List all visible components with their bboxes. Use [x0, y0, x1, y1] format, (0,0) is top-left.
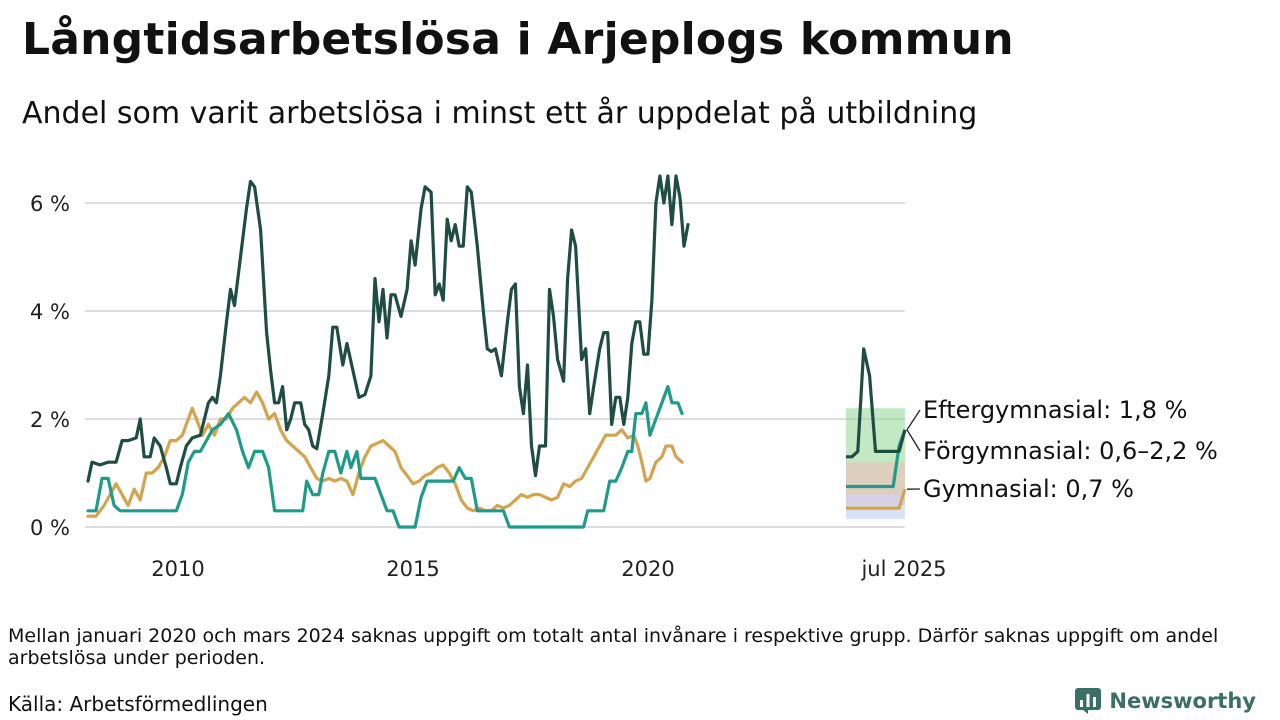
label-leader-eftergymnasial [906, 409, 921, 431]
series-lines [86, 174, 690, 529]
inset-line-forgymnasial [846, 429, 907, 489]
gridlines [85, 202, 905, 528]
inset-series-labels: Eftergymnasial: 1,8 % Förgymnasial: 0,6–2… [906, 396, 1218, 503]
newsworthy-logo-icon [1075, 688, 1102, 714]
x-axis-tick-labels: 2010 2015 2020 jul 2025 [151, 557, 946, 581]
series-label-forgymnasial: Förgymnasial: 0,6–2,2 % [923, 437, 1218, 465]
y-tick-label: 6 % [30, 192, 70, 216]
footnote: Mellan januari 2020 och mars 2024 saknas… [8, 625, 1219, 669]
x-tick-label: 2020 [621, 557, 674, 581]
x-tick-label: 2010 [151, 557, 204, 581]
inset-line-eftergymnasial [846, 347, 907, 459]
label-leader-forgymnasial [906, 429, 921, 452]
x-tick-label: jul 2025 [860, 557, 946, 581]
y-tick-label: 0 % [30, 516, 70, 540]
inset-line-gymnasial [846, 488, 907, 510]
y-axis-tick-labels: 0 % 2 % 4 % 6 % [30, 192, 70, 540]
line-chart: 0 % 2 % 4 % 6 % 2010 2015 2020 jul 2025 Efterg… [30, 174, 1218, 581]
brand-logo: Newsworthy [1075, 688, 1256, 714]
source-credit: Källa: Arbetsförmedlingen [8, 692, 268, 716]
series-line-eftergymnasial [86, 174, 690, 486]
chart-title: Långtidsarbetslösa i Arjeplogs kommun [22, 14, 1014, 65]
series-line-gymnasial [86, 390, 684, 518]
chart-subtitle: Andel som varit arbetslösa i minst ett å… [22, 96, 978, 131]
series-line-forgymnasial [86, 385, 684, 529]
brand-name: Newsworthy [1109, 689, 1256, 713]
y-tick-label: 2 % [30, 408, 70, 432]
y-tick-label: 4 % [30, 300, 70, 324]
inset-series-lines [846, 347, 907, 510]
series-label-gymnasial: Gymnasial: 0,7 % [923, 475, 1134, 503]
x-tick-label: 2015 [386, 557, 439, 581]
series-label-eftergymnasial: Eftergymnasial: 1,8 % [923, 396, 1187, 424]
